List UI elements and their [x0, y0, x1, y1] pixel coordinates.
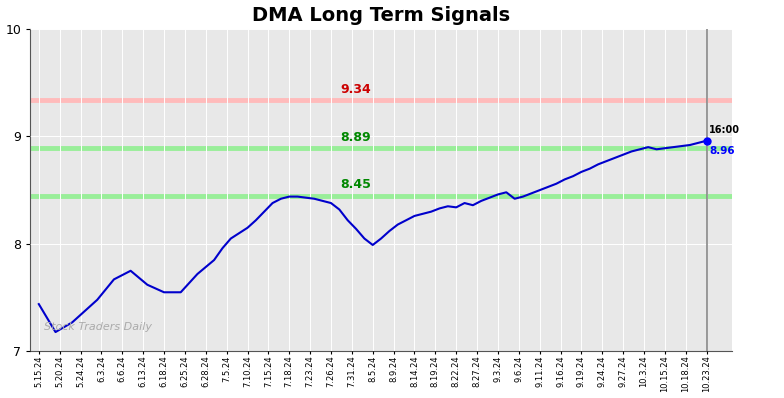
- Text: 9.34: 9.34: [341, 82, 372, 96]
- Title: DMA Long Term Signals: DMA Long Term Signals: [252, 6, 510, 25]
- Text: 8.96: 8.96: [710, 146, 735, 156]
- Text: 8.45: 8.45: [340, 178, 372, 191]
- Text: 8.89: 8.89: [341, 131, 372, 144]
- Text: 16:00: 16:00: [710, 125, 740, 135]
- Text: Stock Traders Daily: Stock Traders Daily: [45, 322, 152, 332]
